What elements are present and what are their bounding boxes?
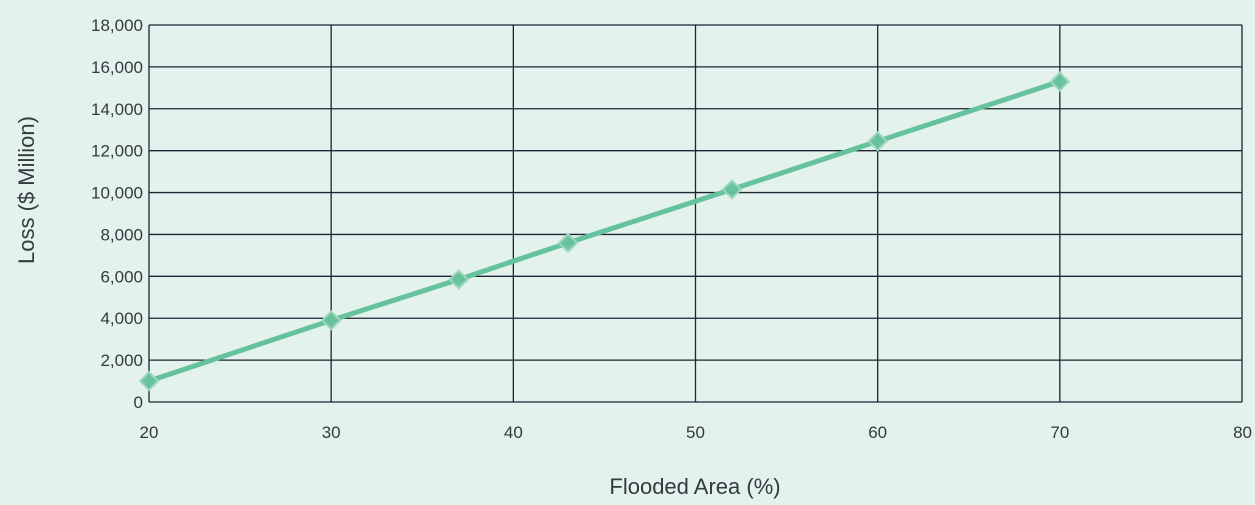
x-tick-label: 80 (1233, 423, 1252, 442)
y-tick-label: 8,000 (100, 225, 143, 244)
x-axis-title: Flooded Area (%) (609, 474, 780, 499)
data-point-marker (320, 309, 342, 331)
data-point-marker (448, 269, 470, 290)
x-tick-label: 50 (686, 423, 705, 442)
y-axis-title: Loss ($ Million) (14, 116, 39, 264)
data-point-marker (557, 232, 579, 254)
y-tick-label: 10,000 (91, 184, 143, 203)
y-tick-label: 16,000 (91, 58, 143, 77)
x-tick-label: 40 (504, 423, 523, 442)
series (138, 71, 1071, 392)
y-tick-label: 12,000 (91, 142, 143, 161)
data-point-marker (1049, 71, 1071, 92)
x-tick-label: 30 (322, 423, 341, 442)
x-tick-labels: 20 30 40 50 60 70 80 (140, 423, 1252, 442)
y-tick-labels: 0 2,000 4,000 6,000 8,000 10,000 12,000 14,000 1… (91, 16, 143, 412)
y-tick-label: 18,000 (91, 16, 143, 35)
x-tick-label: 20 (140, 423, 159, 442)
data-point-marker (867, 130, 889, 152)
data-point-marker (138, 370, 160, 392)
grid-lines (148, 24, 1243, 403)
data-point-marker (721, 178, 743, 200)
x-tick-label: 70 (1050, 423, 1069, 442)
y-tick-label: 2,000 (100, 351, 143, 370)
y-tick-label: 6,000 (100, 267, 143, 286)
y-tick-label: 0 (134, 393, 143, 412)
x-tick-label: 60 (868, 423, 887, 442)
y-tick-label: 4,000 (100, 309, 143, 328)
series-line (146, 79, 1063, 384)
y-tick-label: 14,000 (91, 100, 143, 119)
